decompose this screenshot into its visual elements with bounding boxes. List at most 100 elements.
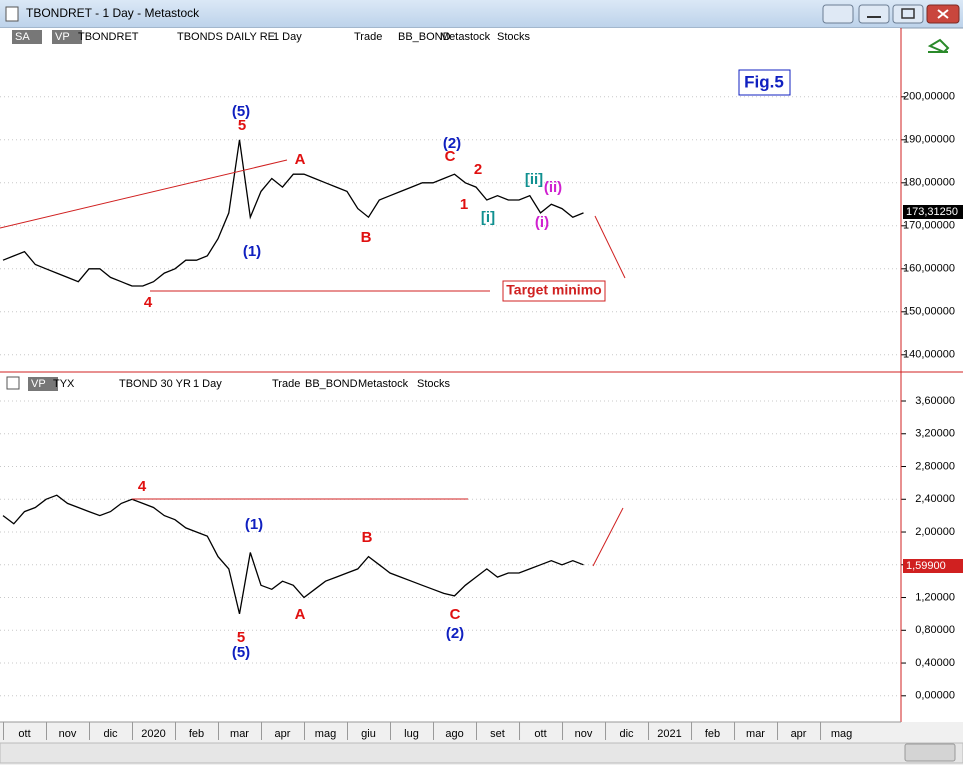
y-tick-label: 150,00000 [903,306,955,318]
y-tick-label: 0,00000 [915,690,955,702]
x-tick-label: mar [230,728,249,740]
x-tick-label: feb [189,728,204,740]
y-tick-label: 2,40000 [915,493,955,505]
y-tick-label: 180,00000 [903,177,955,189]
toolbar [0,375,900,393]
x-tick-label: mag [831,728,852,740]
x-tick-label: apr [791,728,807,740]
toolbar-item[interactable]: Metastock [358,378,409,390]
x-tick-label: nov [575,728,593,740]
toolbar-item[interactable]: Metastock [440,31,491,43]
chart-panel: 0,000000,400000,800001,200001,600002,000… [0,395,963,702]
toolbar-item[interactable]: TBONDS DAILY RE [177,31,275,43]
toolbar-item[interactable]: BB_BOND [305,378,358,390]
wave-label: 5 [237,629,245,646]
wave-label: B [362,529,373,546]
toolbar-item[interactable]: BB_BOND [398,31,451,43]
wave-label: (1) [243,243,261,260]
figure-label: Fig.5 [744,72,784,91]
toolbar-item[interactable]: 1 Day [273,31,302,43]
x-tick-label: ott [534,728,546,740]
toolbar-chip[interactable] [52,30,82,44]
x-tick-label: mag [315,728,336,740]
minimize-button[interactable] [858,4,890,24]
toolbar-item[interactable]: VP [31,378,46,390]
y-tick-label: 2,00000 [915,526,955,538]
expert-icon[interactable] [927,38,950,54]
window-icon [5,6,19,22]
x-tick-label: set [490,728,505,740]
x-tick-label: feb [705,728,720,740]
toolbar-chip[interactable] [12,30,42,44]
y-tick-label: 200,00000 [903,91,955,103]
last-price: 1,59900 [906,560,946,572]
wave-label: 2 [474,161,482,178]
x-tick-label: ott [18,728,30,740]
wave-label: (ii) [544,179,562,196]
wave-label: 5 [238,117,246,134]
toolbar-item[interactable]: 1 Day [193,378,222,390]
x-tick-label: apr [275,728,291,740]
y-tick-label: 190,00000 [903,134,955,146]
x-tick-label: nov [59,728,77,740]
y-tick-label: 3,60000 [915,395,955,407]
x-tick-label: dic [619,728,634,740]
x-tick-label: ago [445,728,463,740]
toolbar-chip[interactable] [28,377,58,391]
x-tick-label: 2020 [141,728,165,740]
toolbar-item[interactable]: SA [15,31,30,43]
x-tick-label: lug [404,728,419,740]
toolbars: SA VP TBONDRET TBONDS DAILY RE1 Day Trade BB_… [0,28,900,393]
toolbar-item[interactable]: VP [55,31,70,43]
close-panel[interactable] [6,376,20,390]
x-tick-label: mar [746,728,765,740]
wave-label: A [295,151,306,168]
toolbar-item[interactable]: TBOND 30 YR [119,378,191,390]
price-line [2,139,584,287]
last-price-box [903,559,963,573]
x-tick-label: dic [103,728,118,740]
last-price: 173,31250 [906,206,958,218]
wave-label: 4 [138,478,147,495]
x-axis: ott nov dic 2020 feb mar apr mag giu lug ago set ott… [3,722,852,740]
wave-label: [ii] [525,171,543,188]
wave-label: A [295,606,306,623]
scrollbar[interactable] [0,742,963,764]
projection-line [594,215,626,279]
wave-label: B [361,229,372,246]
help-button[interactable] [822,4,854,24]
y-tick-label: 0,80000 [915,624,955,636]
wave-label: (i) [535,214,549,231]
target-box [502,280,606,302]
wave-label: (1) [245,516,263,533]
wave-label: (5) [232,644,250,661]
wave-label: C [450,606,461,623]
toolbar-item[interactable]: Trade [272,378,300,390]
toolbar-item[interactable]: Stocks [497,31,531,43]
scroll-thumb[interactable] [904,743,956,762]
y-tick-label: 1,20000 [915,591,955,603]
y-tick-label: 0,40000 [915,657,955,669]
wave-label: 1 [460,196,468,213]
wave-label: (2) [443,135,461,152]
toolbar-item[interactable]: Stocks [417,378,451,390]
y-tick-label: 160,00000 [903,263,955,275]
maximize-button[interactable] [892,4,924,24]
y-tick-label: 3,20000 [915,428,955,440]
y-tick-label: 170,00000 [903,220,955,232]
last-price-box [903,205,963,219]
wave-label: [i] [481,209,495,226]
target-label: Target minimo [506,282,601,298]
wave-label: (2) [446,625,464,642]
wave-label: 4 [144,294,153,311]
title-bar [0,0,963,28]
chart-panel: 140,00000 150,00000 160,00000 170,00000 180,… [0,91,963,361]
y-tick-label: 2,80000 [915,460,955,472]
toolbar-item[interactable]: TYX [53,378,75,390]
trend-line [0,159,288,229]
projection-line [592,507,624,567]
toolbar-item[interactable]: Trade [354,31,382,43]
toolbar-item[interactable]: TBONDRET [78,31,139,43]
y-tick-label: 140,00000 [903,349,955,361]
